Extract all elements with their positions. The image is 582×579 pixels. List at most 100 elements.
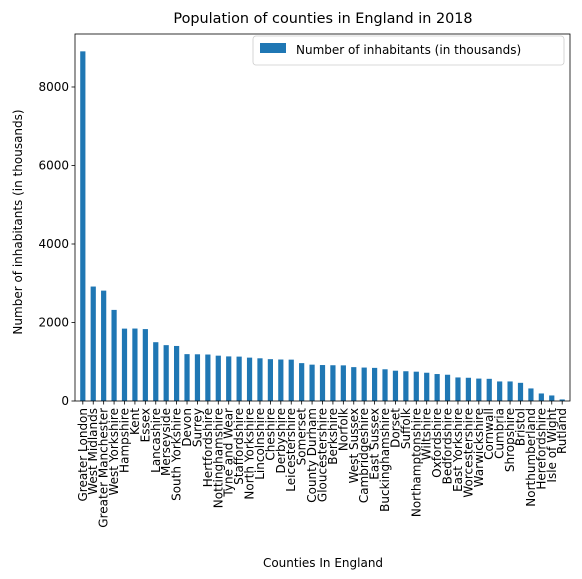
- bar-dorset: [392, 370, 399, 401]
- x-tick-label: Hampshire: [118, 408, 132, 473]
- bar-isle-of-wight: [549, 395, 555, 401]
- x-tick-label: Lincolnshire: [253, 408, 267, 480]
- bar-surrey: [194, 354, 201, 401]
- bar-herefordshire: [538, 393, 544, 401]
- bar-greater-manchester: [101, 290, 107, 401]
- x-tick-label: East Yorkshire: [451, 408, 465, 492]
- bar-greater-london: [80, 51, 86, 401]
- legend-label: Number of inhabitants (in thousands): [296, 43, 521, 57]
- bar-lancashire: [153, 342, 159, 401]
- x-tick-label: Berkshire: [326, 408, 340, 465]
- bar-cambridgeshire: [361, 367, 367, 401]
- x-tick-label: Shropshire: [503, 408, 517, 472]
- bar-bedfordshire: [444, 374, 451, 401]
- x-tick-label: Surrey: [190, 408, 204, 447]
- bar-rutland: [559, 399, 565, 401]
- x-tick-label: Cumbria: [493, 408, 507, 459]
- bars-group: [80, 51, 565, 401]
- x-tick-label: Gloucestershire: [316, 408, 330, 502]
- bar-merseyside: [163, 345, 169, 401]
- bar-somerset: [299, 363, 305, 401]
- plot-frame: [74, 33, 571, 402]
- bar-shropshire: [507, 381, 513, 401]
- bar-hertfordshire: [205, 354, 211, 401]
- x-tick-label: Tyne and Wear: [222, 408, 236, 498]
- chart-title: Population of counties in England in 201…: [173, 11, 472, 27]
- x-tick-label: Staffordshire: [232, 408, 246, 485]
- bar-cornwall: [486, 378, 492, 401]
- bar-gloucestershire: [319, 365, 326, 401]
- bar-devon: [184, 354, 190, 401]
- x-tick-label: County Durham: [305, 408, 319, 503]
- bar-northumberland: [528, 388, 534, 401]
- bar-hampshire: [121, 328, 128, 401]
- x-tick-label: West Sussex: [347, 408, 361, 483]
- x-tick-label: West Midlands: [86, 408, 100, 495]
- bar-kent: [132, 328, 138, 401]
- bar-south-yorkshire: [174, 345, 180, 401]
- bar-east-yorkshire: [455, 377, 461, 401]
- x-tick-label: Wiltshire: [420, 408, 434, 460]
- x-tick-label: Bedfordshire: [441, 408, 455, 484]
- y-tick-label: 6000: [38, 158, 69, 172]
- bar-west-sussex: [351, 367, 357, 401]
- bar-essex: [142, 329, 148, 401]
- x-tick-label: Hertfordshire: [201, 408, 215, 487]
- x-tick-label: Cambridgeshire: [357, 408, 371, 503]
- bar-norfolk: [340, 365, 346, 401]
- y-tick-label: 2000: [38, 315, 69, 329]
- x-tick-label: West Yorkshire: [107, 408, 121, 496]
- x-tick-label: Nottinghamshire: [211, 408, 225, 508]
- x-tick-label: Warwickshire: [472, 408, 486, 487]
- bar-west-midlands: [90, 286, 96, 401]
- x-tick-label: Merseyside: [159, 408, 173, 476]
- x-tick-label: Lancashire: [149, 408, 163, 473]
- bar-east-sussex: [372, 367, 378, 401]
- y-tick-label: 8000: [38, 80, 69, 94]
- bar-oxfordshire: [434, 374, 440, 401]
- bar-lincolnshire: [257, 358, 263, 401]
- bar-suffolk: [403, 371, 409, 401]
- y-axis-title: Number of inhabitants (in thousands): [11, 109, 25, 334]
- bar-tyne-and-wear: [226, 356, 232, 401]
- bar-buckinghamshire: [382, 369, 388, 401]
- bar-berkshire: [330, 365, 336, 401]
- legend-swatch: [260, 43, 286, 53]
- bar-staffordshire: [236, 356, 242, 401]
- x-tick-label: Dorset: [388, 408, 402, 448]
- bar-wiltshire: [424, 372, 430, 401]
- y-tick-label: 4000: [38, 237, 69, 251]
- x-tick-label: Kent: [128, 408, 142, 435]
- x-tick-label: North Yorkshire: [243, 408, 257, 500]
- bar-cheshire: [267, 359, 273, 401]
- legend: Number of inhabitants (in thousands): [252, 35, 565, 66]
- x-tick-label: Northamptonshire: [409, 408, 423, 517]
- x-tick-label: Cornwall: [482, 408, 496, 460]
- y-axis: 0 2000 4000 6000 8000: [38, 80, 75, 408]
- x-tick-label: Northumberland: [524, 408, 538, 507]
- x-tick-label: Rutland: [555, 408, 569, 454]
- x-tick-label: Worcestershire: [461, 408, 475, 498]
- bar-west-yorkshire: [111, 309, 117, 401]
- x-tick-label: Somerset: [295, 408, 309, 466]
- bar-county-durham: [309, 364, 315, 401]
- x-axis-title: Counties In England: [263, 556, 383, 570]
- x-tick-label: Cheshire: [263, 408, 277, 461]
- y-tick-label: 0: [61, 394, 69, 408]
- bar-leicestershire: [288, 359, 294, 401]
- x-tick-label: Oxfordshire: [430, 408, 444, 478]
- bar-derbyshire: [278, 359, 284, 401]
- x-tick-label: Greater London: [76, 408, 90, 502]
- legend-box: [252, 35, 565, 66]
- bar-cumbria: [497, 381, 503, 401]
- x-tick-label: Devon: [180, 408, 194, 447]
- x-tick-label: Bristol: [514, 408, 528, 446]
- x-tick-label: Buckinghamshire: [378, 408, 392, 512]
- bar-north-yorkshire: [246, 357, 253, 401]
- x-tick-label: Norfolk: [336, 408, 350, 451]
- x-tick-label: South Yorkshire: [170, 408, 184, 501]
- x-tick-label: Isle of Wight: [545, 408, 559, 483]
